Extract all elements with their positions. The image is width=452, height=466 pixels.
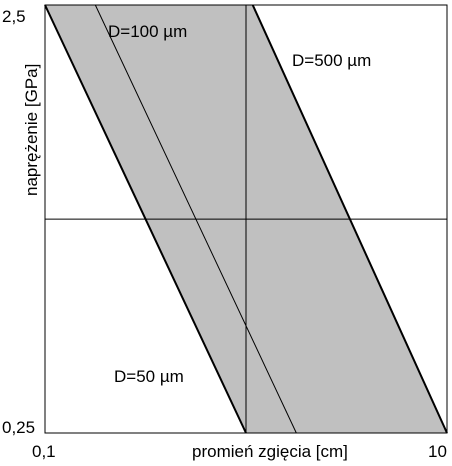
series-line-1 (94, 4, 297, 434)
x-axis-label: promień zgięcia [cm] (192, 442, 348, 461)
y-tick-bottom: 0,25 (2, 418, 35, 437)
series-line-0 (44, 4, 247, 434)
x-tick-right: 10 (428, 442, 447, 461)
annotation-d500: D=500 µm (292, 51, 371, 70)
y-axis-label: naprężenie [GPa] (22, 64, 41, 196)
y-tick-top: 2,5 (2, 7, 26, 26)
series-line-2 (251, 4, 448, 434)
x-tick-left: 0,1 (32, 442, 56, 461)
plot-frame (44, 4, 448, 434)
annotation-d50: D=50 µm (114, 367, 184, 386)
annotation-d100: D=100 µm (108, 22, 187, 41)
